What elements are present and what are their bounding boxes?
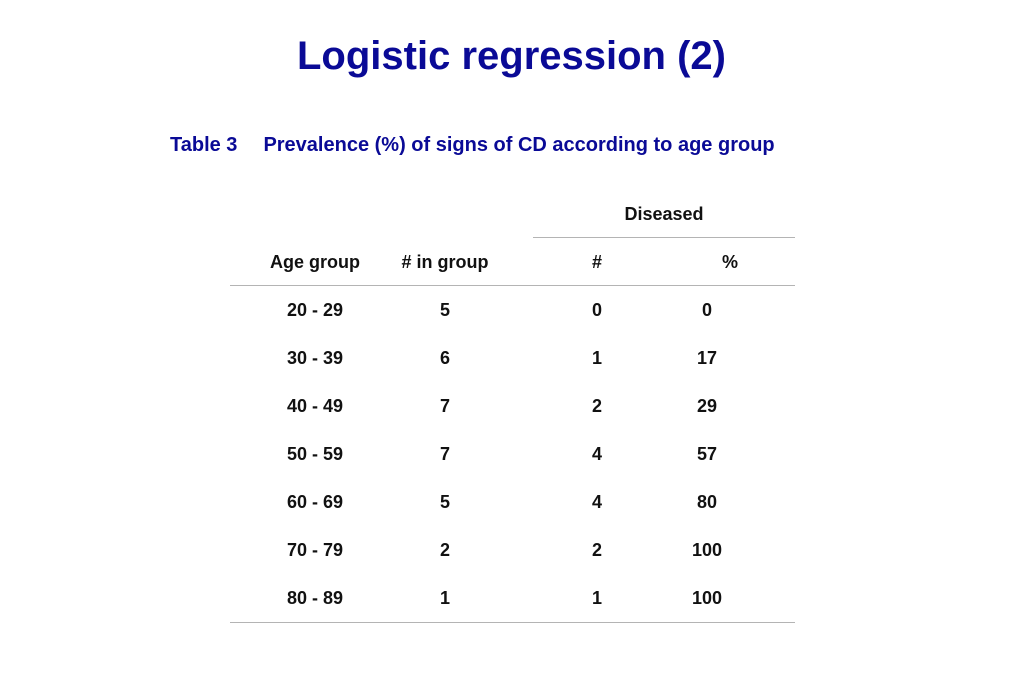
cell-diseased-percent: 57 (696, 444, 718, 464)
table-row: 70 - 79 2 2 100 (230, 526, 795, 574)
cell-diseased-count: 0 (591, 300, 602, 320)
column-header-row: Age group # in group # % (230, 238, 795, 286)
cell-diseased-count: 1 (591, 348, 602, 368)
cell-in-group: 1 (439, 588, 450, 608)
table-row: 50 - 59 7 4 57 (230, 430, 795, 478)
header-in-group: # in group (401, 252, 489, 272)
cell-diseased-count: 2 (591, 396, 602, 416)
table-row: 20 - 29 5 0 0 (230, 286, 795, 334)
cell-in-group: 7 (439, 444, 450, 464)
bottom-rule (230, 622, 795, 623)
cell-diseased-percent: 100 (691, 588, 723, 608)
cell-age-group: 70 - 79 (286, 540, 344, 560)
cell-diseased-count: 1 (591, 588, 602, 608)
cell-age-group: 60 - 69 (286, 492, 344, 512)
cell-diseased-count: 4 (591, 444, 602, 464)
cell-diseased-count: 2 (591, 540, 602, 560)
cell-age-group: 50 - 59 (286, 444, 344, 464)
cell-diseased-percent: 29 (696, 396, 718, 416)
slide-title: Logistic regression (2) (297, 34, 726, 78)
header-age-group: Age group (270, 252, 360, 272)
cell-age-group: 80 - 89 (286, 588, 344, 608)
cell-in-group: 7 (439, 396, 450, 416)
table-number: Table 3 (170, 134, 238, 156)
cell-age-group: 30 - 39 (286, 348, 344, 368)
table-row: 80 - 89 1 1 100 (230, 574, 795, 622)
table-row: 60 - 69 5 4 80 (230, 478, 795, 526)
header-diseased-percent: % (721, 252, 738, 272)
cell-diseased-percent: 17 (696, 348, 718, 368)
cell-in-group: 5 (439, 492, 450, 512)
group-header-rule (533, 237, 795, 238)
cell-age-group: 40 - 49 (286, 396, 344, 416)
cell-diseased-percent: 80 (696, 492, 718, 512)
table-body: 20 - 29 5 0 0 30 - 39 6 1 17 40 - 49 7 2 29 50 - 59 7… (230, 286, 795, 622)
diseased-group-header: Diseased (624, 204, 704, 224)
table-row: 40 - 49 7 2 29 (230, 382, 795, 430)
header-rule (230, 285, 795, 286)
cell-diseased-percent: 0 (701, 300, 712, 320)
cell-diseased-percent: 100 (691, 540, 723, 560)
cell-in-group: 2 (439, 540, 450, 560)
table-caption: Table 3 Prevalence (%) of signs of CD acc… (170, 132, 775, 158)
table-caption-text: Prevalence (%) of signs of CD according … (263, 134, 775, 156)
table-row: 30 - 39 6 1 17 (230, 334, 795, 382)
header-diseased-count: # (591, 252, 602, 272)
group-header-row: Diseased (230, 190, 795, 238)
cell-age-group: 20 - 29 (286, 300, 344, 320)
cell-in-group: 5 (439, 300, 450, 320)
prevalence-table: Diseased Age group # in group # % 20 - 2… (230, 190, 795, 623)
cell-in-group: 6 (439, 348, 450, 368)
cell-diseased-count: 4 (591, 492, 602, 512)
